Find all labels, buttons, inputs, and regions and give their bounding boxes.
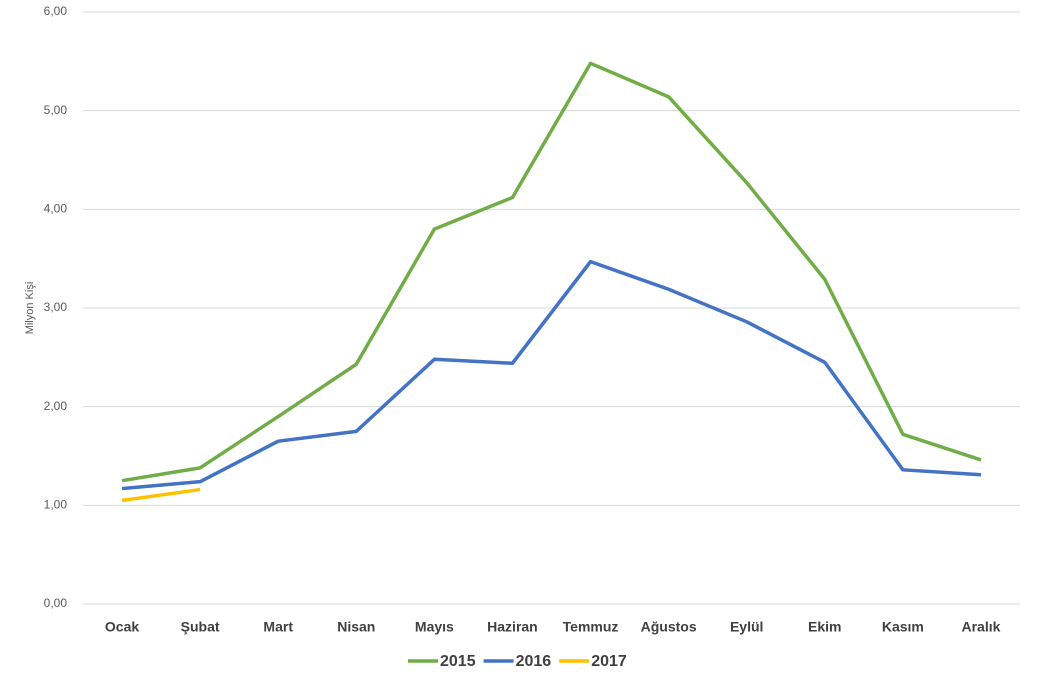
x-tick-label: Haziran bbox=[487, 619, 538, 635]
x-tick-label: Mayıs bbox=[415, 619, 454, 635]
x-tick-label: Temmuz bbox=[563, 619, 619, 635]
legend-label: 2017 bbox=[591, 653, 627, 670]
x-tick-label: Nisan bbox=[337, 619, 375, 635]
y-tick-label: 0,00 bbox=[44, 596, 68, 610]
y-tick-label: 4,00 bbox=[44, 202, 68, 216]
legend-label: 2015 bbox=[440, 653, 476, 670]
y-tick-label: 5,00 bbox=[44, 103, 68, 117]
x-tick-label: Mart bbox=[263, 619, 293, 635]
x-tick-label: Ocak bbox=[105, 619, 139, 635]
x-tick-label: Ağustos bbox=[641, 619, 697, 635]
line-series bbox=[121, 487, 201, 503]
x-tick-label: Eylül bbox=[730, 619, 763, 635]
y-tick-label: 2,00 bbox=[44, 399, 68, 413]
legend-label: 2016 bbox=[516, 653, 552, 670]
y-tick-label: 6,00 bbox=[44, 4, 68, 18]
y-tick-label: 1,00 bbox=[44, 498, 68, 512]
line-series bbox=[121, 61, 982, 483]
x-tick-label: Şubat bbox=[181, 619, 220, 635]
x-tick-label: Aralık bbox=[961, 619, 1000, 635]
x-tick-label: Ekim bbox=[808, 619, 841, 635]
x-tick-label: Kasım bbox=[882, 619, 924, 635]
y-tick-label: 3,00 bbox=[44, 300, 68, 314]
line-series bbox=[121, 259, 982, 491]
y-axis-label: Milyon Kişi bbox=[24, 282, 36, 335]
